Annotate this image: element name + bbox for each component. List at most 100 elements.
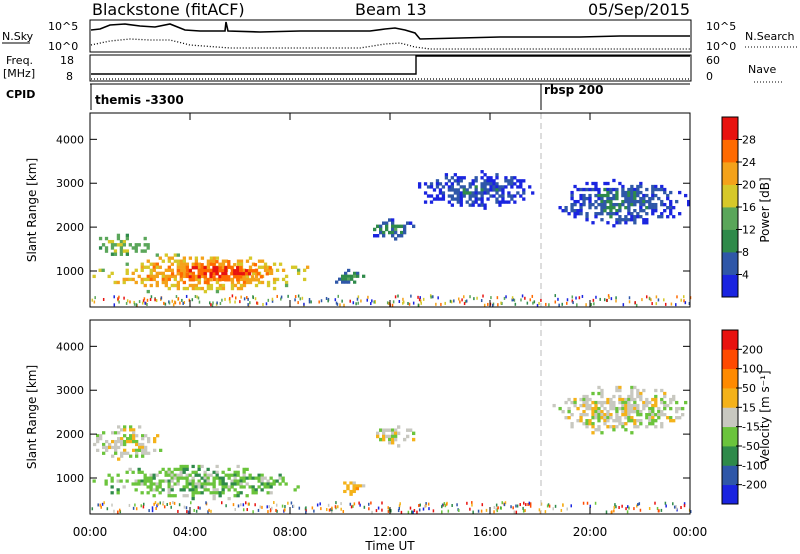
- echo-cell: [687, 202, 691, 207]
- echo-cell: [588, 199, 592, 204]
- scatter-cell: [349, 299, 351, 303]
- echo-cell: [185, 473, 189, 477]
- scatter-cell: [539, 510, 542, 514]
- echo-cell: [489, 176, 493, 180]
- echo-cell: [182, 470, 186, 474]
- scatter-cell: [133, 302, 136, 306]
- echo-cell: [197, 286, 202, 291]
- echo-cell: [221, 265, 226, 269]
- scatter-cell: [512, 506, 514, 510]
- echo-cell: [588, 397, 592, 402]
- scatter-cell: [571, 295, 574, 299]
- scatter-cell: [639, 508, 642, 512]
- echo-cell: [233, 488, 237, 492]
- echo-cell: [242, 473, 246, 477]
- scatter-cell: [394, 295, 397, 299]
- colorbar-segment: [722, 274, 738, 298]
- echo-cell: [206, 482, 210, 486]
- echo-cell: [125, 236, 129, 241]
- echo-cell: [660, 412, 664, 417]
- echo-cell: [110, 252, 115, 256]
- echo-cell: [624, 196, 628, 201]
- scatter-cell: [611, 510, 613, 514]
- echo-cell: [579, 193, 583, 198]
- scatter-cell: [371, 510, 373, 514]
- echo-cell: [453, 188, 457, 192]
- echo-cell: [352, 481, 356, 485]
- echo-cell: [456, 176, 460, 180]
- echo-cell: [507, 191, 511, 195]
- scatter-cell: [242, 508, 245, 512]
- scatter-cell: [327, 503, 330, 507]
- echo-cell: [636, 193, 640, 198]
- echo-cell: [194, 266, 198, 270]
- echo-cell: [606, 196, 610, 201]
- echo-cell: [152, 488, 156, 492]
- echo-cell: [212, 266, 216, 270]
- scatter-cell: [350, 505, 353, 509]
- scatter-cell: [246, 296, 248, 300]
- echo-cell: [260, 488, 264, 492]
- echo-cell: [639, 202, 643, 207]
- echo-cell: [233, 275, 237, 279]
- echo-cell: [603, 202, 607, 207]
- echo-cell: [230, 283, 235, 288]
- scatter-cell: [477, 509, 480, 513]
- echo-cell: [450, 185, 454, 189]
- echo-cell: [191, 271, 196, 276]
- echo-cell: [474, 194, 478, 198]
- scatter-cell: [548, 303, 550, 307]
- echo-cell: [101, 243, 106, 247]
- echo-cell: [621, 422, 625, 426]
- echo-cell: [397, 425, 401, 429]
- echo-cell: [382, 230, 386, 235]
- echo-cell: [137, 274, 141, 279]
- echo-cell: [391, 437, 395, 442]
- echo-cell: [233, 272, 237, 276]
- echo-cell: [224, 272, 228, 276]
- echo-cell: [597, 406, 601, 411]
- echo-cell: [615, 409, 619, 414]
- scatter-cell: [297, 294, 300, 298]
- echo-cell: [582, 187, 586, 192]
- scatter-cell: [544, 510, 547, 514]
- echo-cell: [230, 272, 234, 276]
- echo-cell: [209, 262, 214, 266]
- echo-cell: [275, 268, 280, 272]
- echo-cell: [236, 473, 240, 477]
- echo-cell: [256, 278, 261, 282]
- echo-cell: [344, 274, 348, 278]
- echo-cell: [122, 485, 126, 489]
- scatter-cell: [336, 302, 339, 306]
- echo-cell: [609, 406, 613, 411]
- echo-cell: [143, 482, 147, 486]
- echo-cell: [379, 428, 383, 432]
- echo-cell: [594, 400, 598, 405]
- time-xlabel: Time UT: [364, 539, 415, 553]
- echo-cell: [645, 416, 649, 420]
- scatter-cell: [368, 507, 370, 511]
- echo-cell: [522, 197, 526, 201]
- echo-cell: [666, 193, 670, 198]
- echo-cell: [654, 400, 658, 405]
- echo-cell: [164, 473, 168, 477]
- scatter-cell: [198, 300, 201, 304]
- scatter-cell: [177, 297, 180, 301]
- echo-region-3: [343, 481, 366, 496]
- echo-cell: [507, 179, 511, 183]
- scatter-cell: [634, 301, 636, 305]
- echo-cell: [116, 473, 120, 477]
- scatter-cell: [615, 296, 617, 300]
- echo-cell: [426, 185, 431, 189]
- echo-cell: [140, 277, 144, 282]
- scatter-cell: [179, 301, 181, 305]
- freq-tick-top: 18: [60, 54, 74, 67]
- echo-cell: [140, 482, 144, 486]
- echo-cell: [203, 473, 207, 477]
- echo-cell: [197, 467, 201, 471]
- echo-cell: [391, 227, 395, 232]
- echo-cell: [594, 416, 598, 420]
- echo-cell: [164, 268, 168, 272]
- echo-cell: [241, 272, 246, 276]
